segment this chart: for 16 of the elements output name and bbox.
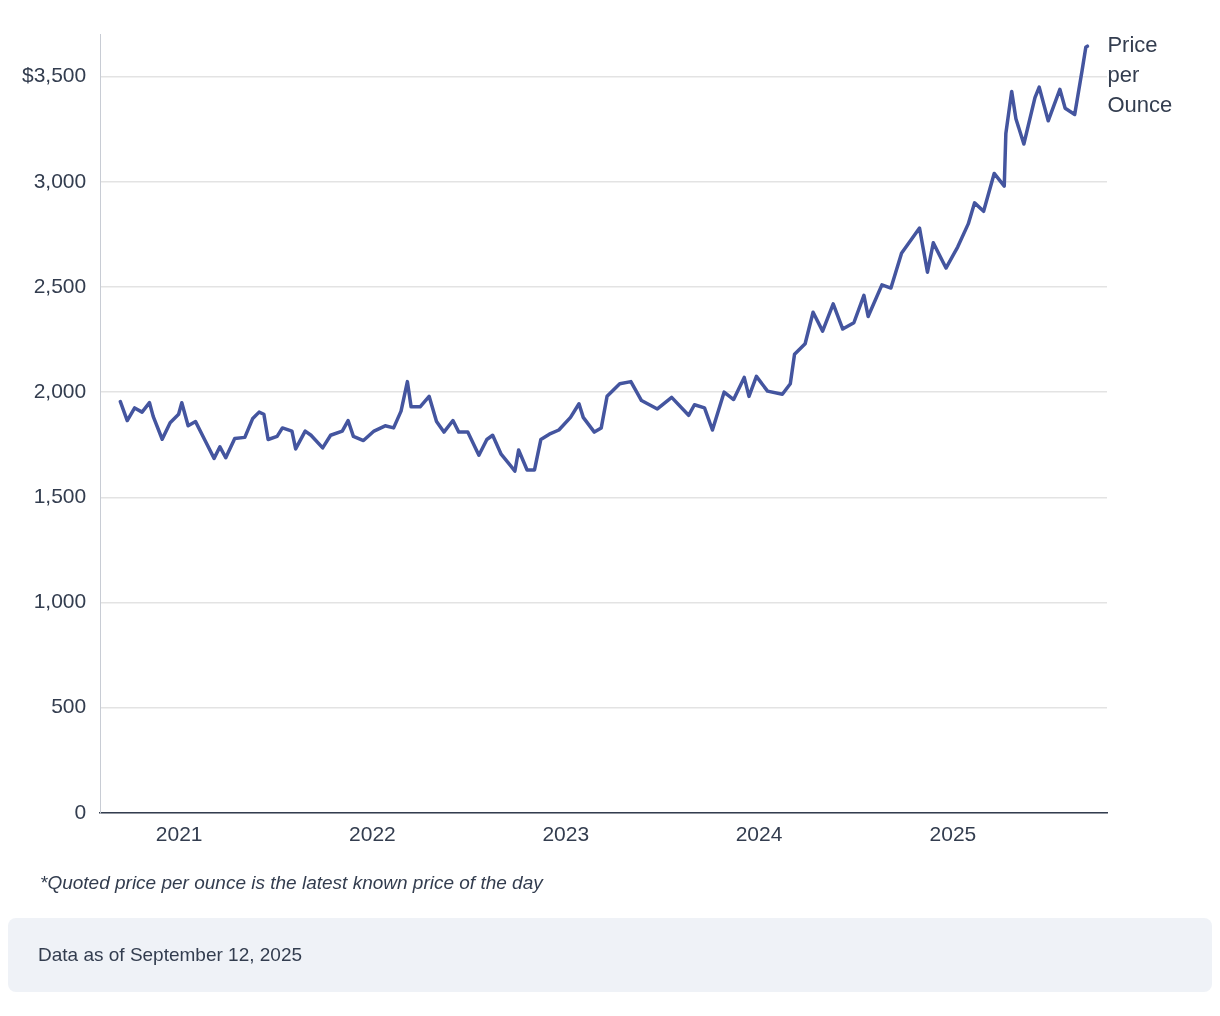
y-tick-label: 0 — [74, 799, 87, 823]
x-tick-label: 2023 — [542, 822, 590, 846]
text: Data as of September 12, 2025 — [38, 944, 303, 965]
text: *Quoted price per ounce is the latest known price of the day — [39, 871, 545, 895]
y-tick-label: 2,500 — [33, 273, 87, 297]
y-tick-label: 1,000 — [33, 589, 87, 613]
y-tick-label: 2,000 — [33, 378, 87, 402]
x-tick-label: 2021 — [155, 822, 203, 846]
x-tick-label: 2022 — [349, 822, 396, 846]
y-tick-label: $3,500 — [22, 63, 87, 87]
y-tick-label: 1,500 — [33, 484, 87, 508]
y-tick-label: 3,000 — [33, 168, 87, 192]
series-label: Price per Ounce — [1107, 32, 1173, 118]
y-tick-label: 500 — [51, 694, 87, 718]
x-tick-label: 2025 — [929, 822, 977, 846]
x-tick-label: 2024 — [735, 822, 783, 846]
